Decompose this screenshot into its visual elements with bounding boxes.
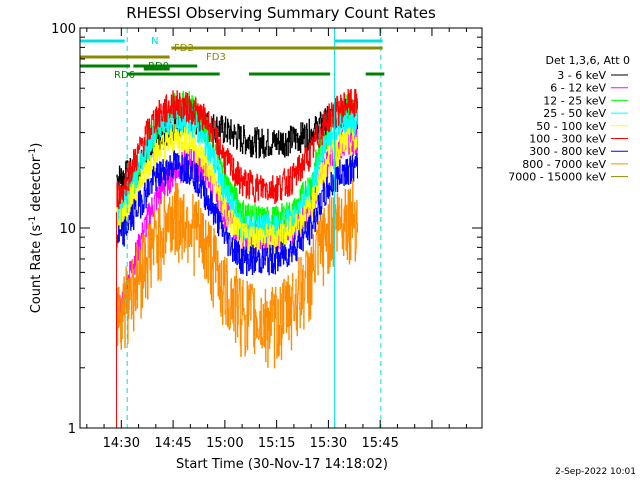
annotation-labels: N FD2 FD3 RD0 RD6 [114,36,226,81]
series-trace [116,88,358,209]
legend-title: Det 1,3,6, Att 0 [546,54,630,67]
legend-entry: 6 - 12 keV [550,82,606,95]
timestamp: 2-Sep-2022 10:01 [555,467,636,477]
x-tick-label: 15:30 [310,436,347,451]
x-axis: 14:30 14:45 15:00 15:15 15:30 15:45 [86,28,467,451]
data-traces [115,88,358,428]
x-tick-label: 15:15 [258,436,295,451]
x-tick-label: 14:30 [103,436,140,451]
annotation-label: N [151,36,158,47]
series-trace [116,179,358,369]
legend-entry: 12 - 25 keV [543,94,606,107]
legend-entry: 800 - 7000 keV [522,158,606,171]
series-trace [116,124,358,254]
legend-entry: 7000 - 15000 keV [508,171,606,184]
legend-entry: 100 - 300 keV [529,133,606,146]
x-tick-label: 15:45 [361,436,398,451]
legend-entry: 50 - 100 keV [536,120,606,133]
x-tick-label: 15:00 [206,436,243,451]
legend-entry: 300 - 800 keV [529,145,606,158]
x-axis-label: Start Time (30-Nov-17 14:18:02) [176,457,388,472]
y-axis-label: Count Rate (s-1 detector-1) [28,143,44,314]
x-tick-label: 14:45 [154,436,191,451]
y-axis: 1 10 100 [51,22,482,437]
chart-title: RHESSI Observing Summary Count Rates [126,4,436,22]
annotation-label: FD2 [174,43,194,54]
legend-entry: 25 - 50 keV [543,107,606,120]
y-tick-label: 10 [59,222,76,237]
y-tick-label: 1 [68,422,76,437]
series-trace [116,150,358,276]
attenuator-overlays [79,28,385,428]
y-tick-label: 100 [51,22,76,37]
annotation-label: FD3 [206,52,226,63]
annotation-label: RD6 [114,70,135,81]
legend-entry: 3 - 6 keV [557,69,606,82]
annotation-label: RD0 [148,61,169,72]
